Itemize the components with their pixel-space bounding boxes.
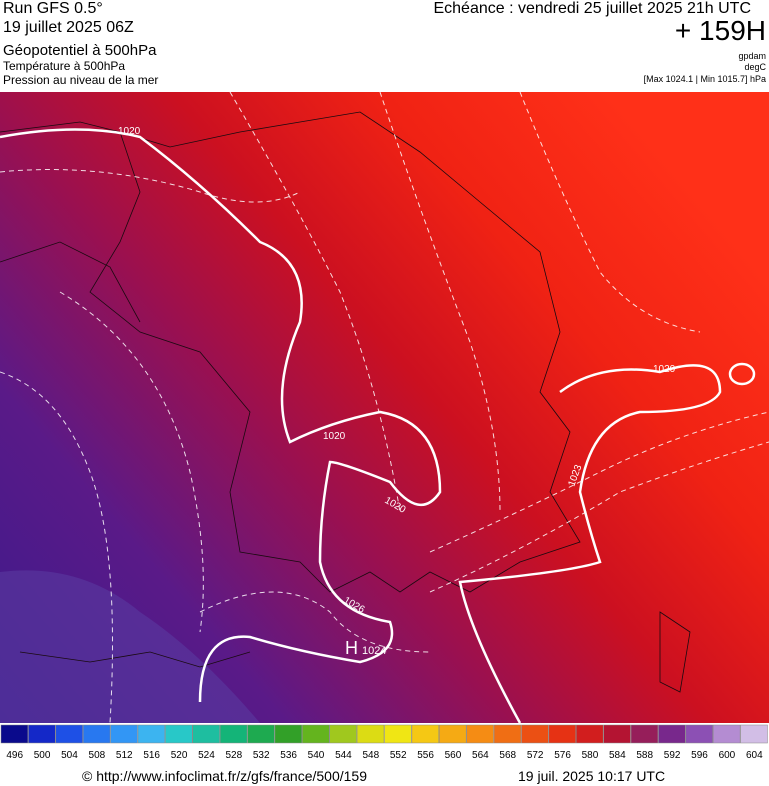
- color-swatch: [247, 724, 275, 744]
- unit: degC: [744, 62, 766, 72]
- colorbar: 496 500 504 508 512 516 520 524 528 532 536 540 544 5…: [0, 724, 768, 761]
- layer: Température à 500hPa: [3, 59, 126, 73]
- color-swatch: [493, 724, 522, 744]
- color-swatch: [466, 724, 494, 744]
- colorbar-label: 500: [34, 750, 51, 761]
- colorbar-label: 584: [609, 750, 626, 761]
- color-swatch: [192, 724, 220, 744]
- color-swatch: [165, 724, 193, 744]
- color-swatch: [219, 724, 248, 744]
- color-swatch: [548, 724, 576, 744]
- color-swatch: [411, 724, 440, 744]
- color-swatch: [576, 724, 604, 744]
- layer: Pression au niveau de la mer: [3, 73, 159, 87]
- color-swatch: [439, 724, 467, 744]
- run-date: 19 juillet 2025 06Z: [3, 19, 134, 36]
- color-swatch: [740, 724, 768, 744]
- colorbar-label: 536: [280, 750, 297, 761]
- colorbar-label: 544: [335, 750, 352, 761]
- colorbar-label: 508: [89, 750, 106, 761]
- colorbar-label: 512: [116, 750, 133, 761]
- colorbar-label: 532: [253, 750, 270, 761]
- unit: [Max 1024.1 | Min 1015.7] hPa: [643, 74, 766, 84]
- color-swatch: [82, 724, 111, 744]
- color-swatch: [110, 724, 138, 744]
- borders: [0, 111, 691, 693]
- unit: gpdam: [738, 51, 766, 61]
- colorbar-label: 572: [527, 750, 544, 761]
- color-swatch: [302, 724, 330, 744]
- colorbar-label: 588: [636, 750, 653, 761]
- colorbar-label: 516: [143, 750, 160, 761]
- color-swatch: [137, 724, 166, 744]
- isotherms: [0, 92, 769, 723]
- colorbar-label: 592: [664, 750, 681, 761]
- color-swatch: [274, 724, 303, 744]
- color-swatch: [55, 724, 83, 744]
- color-swatch: [630, 724, 659, 744]
- isobar-label: 1020: [653, 364, 676, 375]
- color-swatch: [521, 724, 549, 744]
- isobars: [0, 128, 756, 723]
- colorbar-label: 596: [691, 750, 708, 761]
- colorbar-label: 520: [171, 750, 188, 761]
- source: © http://www.infoclimat.fr/z/gfs/france/…: [82, 768, 367, 784]
- isobar-label: 1020: [118, 126, 141, 137]
- colorbar-label: 524: [198, 750, 215, 761]
- colorbar-label: 556: [417, 750, 434, 761]
- colorbar-label: 496: [6, 750, 23, 761]
- run-title: Run GFS 0.5°: [3, 0, 103, 17]
- map: 1020 1020 1020 1020 1023 1026 H 1024: [0, 92, 769, 723]
- color-swatch: [28, 724, 56, 744]
- cold-area: [0, 570, 260, 723]
- color-swatch: [685, 724, 713, 744]
- color-swatch: [712, 724, 741, 744]
- colorbar-label: 580: [582, 750, 599, 761]
- colorbar-label: 560: [445, 750, 462, 761]
- colorbar-label: 600: [719, 750, 736, 761]
- high-marker: H: [345, 638, 358, 658]
- layer: Géopotentiel à 500hPa: [3, 42, 157, 59]
- colorbar-label: 604: [746, 750, 763, 761]
- color-swatch: [658, 724, 686, 744]
- color-swatch: [0, 724, 29, 744]
- colorbar-label: 568: [499, 750, 516, 761]
- timestamp: 19 juil. 2025 10:17 UTC: [518, 768, 666, 784]
- echeance: Echéance : vendredi 25 juillet 2025 21h …: [433, 0, 751, 17]
- color-swatch: [603, 724, 631, 744]
- colorbar-label: 576: [554, 750, 571, 761]
- colorbar-label: 564: [472, 750, 489, 761]
- lead-time: + 159H: [674, 15, 766, 46]
- color-swatch: [329, 724, 357, 744]
- isobar-label: 1020: [323, 431, 346, 442]
- colorbar-label: 548: [362, 750, 379, 761]
- colorbar-label: 528: [225, 750, 242, 761]
- colorbar-label: 540: [308, 750, 325, 761]
- high-value: 1024: [362, 645, 386, 657]
- colorbar-label: 552: [390, 750, 407, 761]
- colorbar-label: 504: [61, 750, 78, 761]
- color-swatch: [356, 724, 385, 744]
- color-swatch: [384, 724, 412, 744]
